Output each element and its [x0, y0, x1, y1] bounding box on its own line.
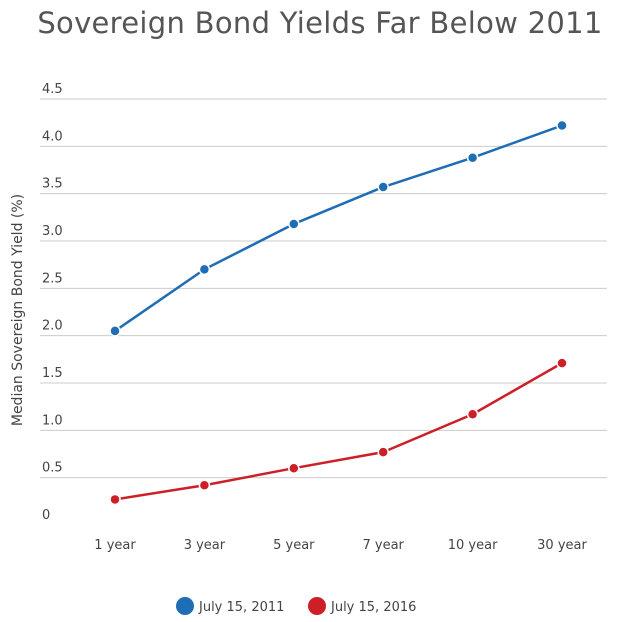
y-tick-label: 3.5 [42, 177, 63, 192]
y-axis-label: Median Sovereign Bond Yield (%) [10, 194, 26, 426]
x-tick-label: 7 year [362, 538, 404, 553]
y-tick-label: 4.5 [42, 82, 63, 97]
y-tick-label: 3.0 [42, 224, 63, 239]
legend-marker [308, 597, 326, 615]
data-point[interactable] [377, 446, 389, 458]
series-2 [109, 357, 568, 506]
gridlines [40, 98, 607, 479]
x-tick-label: 30 year [537, 538, 587, 553]
y-tick-label: 0.5 [42, 461, 63, 476]
legend-item[interactable]: July 15, 2011 [176, 597, 284, 615]
data-point[interactable] [109, 493, 121, 506]
data-point[interactable] [556, 119, 568, 132]
x-axis-ticks: 1 year 3 year 5 year 7 year 10 year 30 year [94, 538, 587, 553]
series-1 [109, 119, 568, 337]
y-tick-label: 2.0 [42, 319, 63, 334]
legend-label: July 15, 2016 [330, 600, 416, 615]
data-point[interactable] [466, 408, 479, 420]
x-tick-label: 5 year [273, 538, 315, 553]
legend-item[interactable]: July 15, 2016 [308, 597, 416, 615]
y-tick-label: 2.5 [42, 271, 63, 286]
data-point[interactable] [466, 151, 479, 164]
y-tick-label: 1.5 [42, 366, 63, 381]
x-tick-label: 10 year [448, 538, 498, 553]
data-point[interactable] [377, 181, 389, 193]
data-point[interactable] [109, 325, 121, 337]
data-point[interactable] [288, 462, 300, 474]
data-point[interactable] [556, 357, 568, 369]
legend-marker [176, 597, 194, 615]
data-point[interactable] [198, 263, 211, 276]
x-tick-label: 1 year [94, 538, 136, 553]
y-tick-label: 4.0 [42, 129, 63, 144]
data-point[interactable] [288, 218, 300, 230]
chart-title: Sovereign Bond Yields Far Below 2011 [37, 6, 603, 40]
y-tick-label: 0 [42, 508, 50, 523]
series-line [113, 361, 564, 501]
legend-label: July 15, 2011 [198, 600, 284, 615]
legend: July 15, 2011 July 15, 2016 [176, 597, 416, 615]
y-axis-ticks: 0 0.5 1.0 1.5 2.0 2.5 3.0 3.5 4.0 4.5 [42, 82, 63, 523]
y-tick-label: 1.0 [42, 413, 63, 428]
x-tick-label: 3 year [184, 538, 226, 553]
series-group [109, 119, 568, 506]
series-line [113, 124, 564, 333]
data-point[interactable] [198, 479, 211, 491]
